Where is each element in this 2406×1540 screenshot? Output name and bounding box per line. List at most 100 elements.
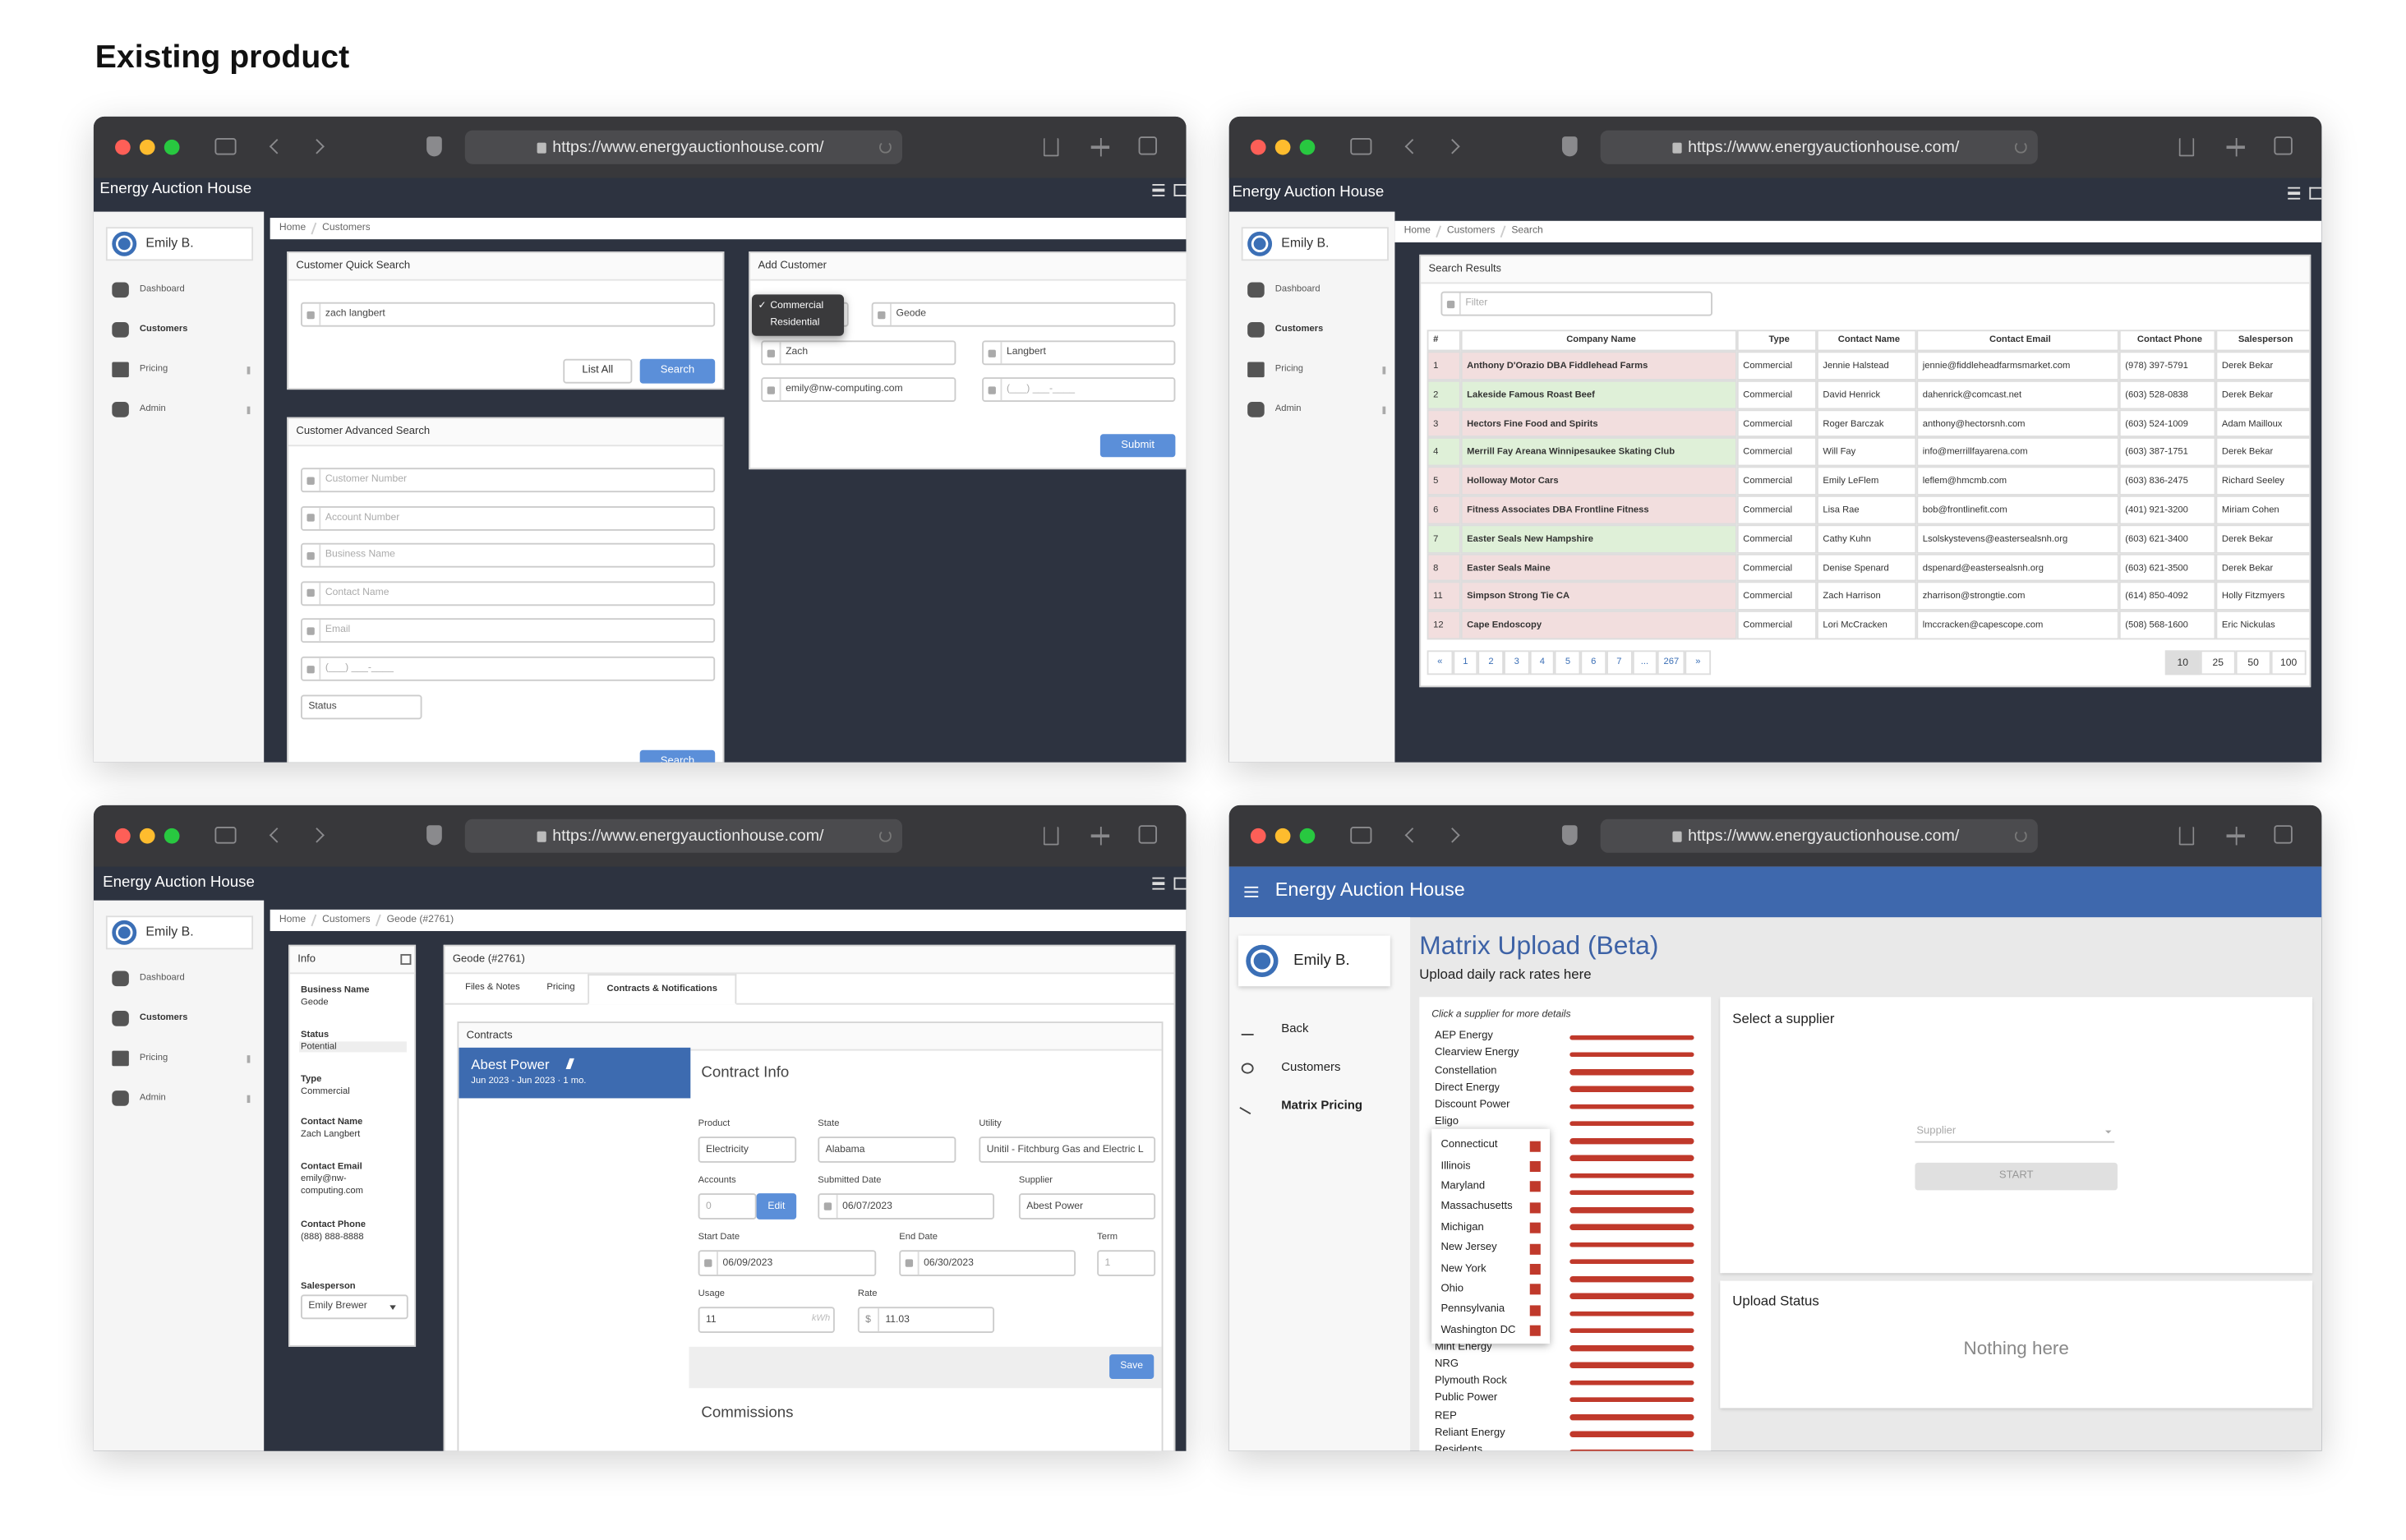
menu-icon[interactable] <box>1152 877 1165 880</box>
new-tab-button[interactable] <box>1099 826 1102 845</box>
text-input[interactable]: 0 <box>698 1193 757 1220</box>
text-input[interactable]: Business Name <box>301 543 716 568</box>
breadcrumb-item[interactable]: Customers <box>1446 226 1496 237</box>
forward-button[interactable] <box>309 828 325 843</box>
menu-icon[interactable] <box>1244 885 1259 888</box>
tabs-button[interactable] <box>2274 825 2293 844</box>
state-name[interactable]: Connecticut <box>1440 1140 1498 1151</box>
nav-item[interactable]: Pricing <box>139 1053 168 1063</box>
state-name[interactable]: Massachusetts <box>1440 1201 1513 1213</box>
state-name[interactable]: New Jersey <box>1440 1243 1497 1254</box>
table-cell[interactable]: Anthony D'Orazio DBA Fiddlehead Farms <box>1460 351 1737 380</box>
window-control[interactable] <box>1250 139 1266 155</box>
back-button[interactable] <box>269 139 285 154</box>
window-control[interactable] <box>164 828 180 844</box>
nav-item[interactable]: Customers <box>139 325 188 334</box>
dropdown-option[interactable]: Residential <box>770 318 820 330</box>
sidebar-toggle[interactable] <box>1350 137 1372 155</box>
nav-item[interactable]: Admin <box>139 404 166 414</box>
table-cell[interactable]: Lakeside Famous Roast Beef <box>1460 380 1737 409</box>
window-control[interactable] <box>139 828 155 844</box>
button[interactable]: Save <box>1109 1354 1155 1380</box>
user-menu[interactable]: Emily B. <box>1238 935 1390 987</box>
state-name[interactable]: Pennsylvania <box>1440 1304 1505 1316</box>
column-header[interactable]: Contact Phone <box>2118 330 2216 352</box>
window-control[interactable] <box>1299 828 1316 844</box>
table-cell[interactable]: Hectors Fine Food and Spirits <box>1460 408 1737 438</box>
breadcrumb-item[interactable]: Home <box>279 915 307 926</box>
menu-icon[interactable] <box>2288 187 2301 190</box>
text-input[interactable]: Geode <box>871 302 1176 327</box>
nav-item[interactable]: Admin <box>139 1093 166 1103</box>
menu-icon[interactable] <box>1152 189 1165 191</box>
breadcrumb-item[interactable]: Home <box>1404 226 1431 237</box>
page-size-button[interactable]: 25 <box>2200 650 2236 675</box>
supplier-name[interactable]: REP <box>1434 1410 1457 1422</box>
supplier-name[interactable]: Plymouth Rock <box>1434 1376 1507 1387</box>
text-input[interactable]: emily@nw-computing.com <box>761 377 956 403</box>
column-header[interactable]: Type <box>1736 330 1817 352</box>
text-input[interactable]: Abest Power <box>1018 1193 1156 1220</box>
forward-button[interactable] <box>1445 139 1460 154</box>
window-control[interactable] <box>164 139 180 155</box>
text-input[interactable]: Zach <box>761 340 956 366</box>
back-button[interactable] <box>1404 828 1421 843</box>
supplier-name[interactable]: Clearview Energy <box>1434 1048 1519 1059</box>
nav-item[interactable]: Pricing <box>1274 364 1304 375</box>
tabs-button[interactable] <box>1138 825 1157 844</box>
nav-item[interactable]: Dashboard <box>139 284 185 294</box>
breadcrumb-item[interactable]: Customers <box>322 223 371 234</box>
back-button[interactable] <box>1404 139 1421 154</box>
column-header[interactable]: Contact Email <box>1916 330 2119 352</box>
new-tab-button[interactable] <box>1099 137 1102 156</box>
page-size-button[interactable]: 100 <box>2270 650 2307 675</box>
page-button[interactable]: 4 <box>1529 650 1556 675</box>
edit-icon[interactable] <box>400 953 412 966</box>
button[interactable]: List All <box>563 358 633 384</box>
menu-icon[interactable] <box>2288 191 2301 195</box>
column-header[interactable]: Salesperson <box>2215 330 2310 352</box>
column-header[interactable]: # <box>1427 330 1461 352</box>
user-menu[interactable]: Emily B. <box>1241 227 1389 261</box>
text-input[interactable]: $11.03 <box>857 1307 995 1334</box>
text-input[interactable]: Customer Number <box>301 468 716 493</box>
sidebar-toggle[interactable] <box>214 137 237 155</box>
menu-icon[interactable] <box>1152 887 1165 890</box>
supplier-name[interactable]: Eligo <box>1434 1117 1459 1128</box>
text-input[interactable]: Email <box>301 618 716 643</box>
address-bar[interactable]: https://www.energyauctionhouse.com/ <box>464 818 903 853</box>
text-input[interactable]: Electricity <box>698 1137 797 1163</box>
page-button[interactable]: « <box>1427 650 1453 675</box>
supplier-select[interactable]: Supplier <box>1915 1124 2115 1143</box>
table-cell[interactable]: Cape Endoscopy <box>1460 611 1737 640</box>
column-header[interactable]: Contact Name <box>1816 330 1917 352</box>
address-bar[interactable]: https://www.energyauctionhouse.com/ <box>1600 818 2038 853</box>
text-input[interactable]: Langbert <box>982 340 1176 366</box>
page-button[interactable]: 2 <box>1477 650 1505 675</box>
dropdown-option[interactable]: Commercial <box>770 301 824 312</box>
tabs-button[interactable] <box>2274 136 2293 155</box>
state-name[interactable]: Illinois <box>1440 1160 1471 1172</box>
button[interactable]: START <box>1915 1162 2118 1191</box>
text-input[interactable]: 1 <box>1097 1250 1156 1276</box>
contract-item[interactable]: Abest Power Jun 2023 - Jun 2023 · 1 mo. <box>459 1047 691 1099</box>
supplier-name[interactable]: Discount Power <box>1434 1100 1510 1111</box>
nav-item[interactable]: Customers <box>139 1013 188 1023</box>
share-button[interactable] <box>1043 827 1059 846</box>
nav-item[interactable]: Admin <box>1274 404 1302 414</box>
text-input[interactable]: Alabama <box>818 1137 956 1163</box>
nav-item[interactable]: Customers <box>1281 1060 1341 1075</box>
nav-item[interactable]: Customers <box>1274 325 1324 334</box>
tab[interactable]: Files & Notes <box>465 983 520 993</box>
user-menu[interactable]: Emily B. <box>105 915 254 950</box>
supplier-name[interactable]: Residents <box>1434 1445 1483 1451</box>
supplier-name[interactable]: Constellation <box>1434 1065 1497 1077</box>
user-menu[interactable]: Emily B. <box>105 227 254 261</box>
breadcrumb-item[interactable]: Geode (#2761) <box>386 915 454 926</box>
page-size-button[interactable]: 10 <box>2164 650 2201 675</box>
supplier-name[interactable]: Public Power <box>1434 1393 1498 1404</box>
text-input[interactable]: 06/30/2023 <box>899 1250 1076 1276</box>
logout-icon[interactable] <box>1173 183 1187 196</box>
window-control[interactable] <box>139 139 155 155</box>
address-bar[interactable]: https://www.energyauctionhouse.com/ <box>464 130 903 164</box>
